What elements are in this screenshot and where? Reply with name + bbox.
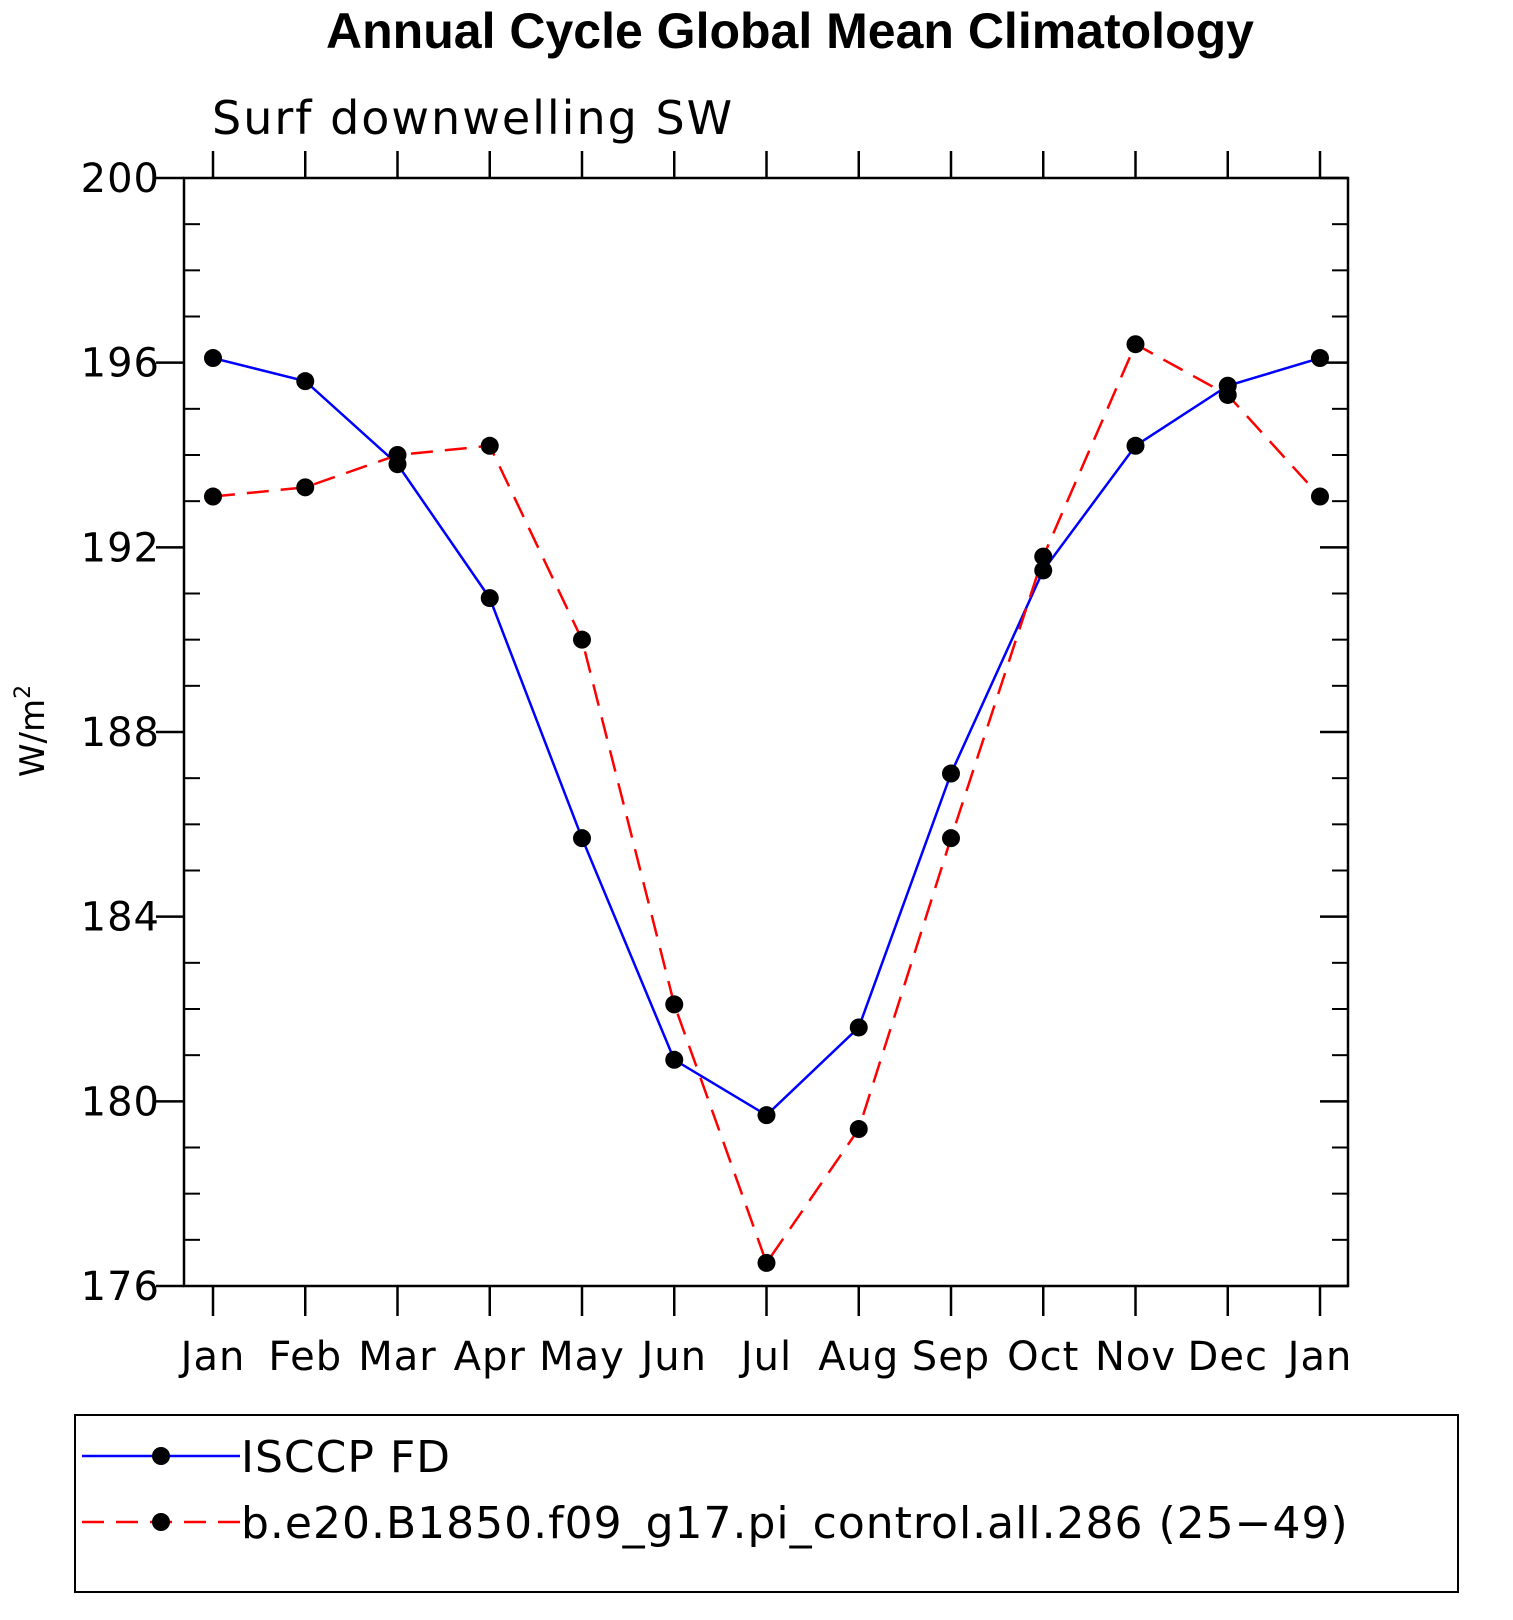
axes: Jan Feb Mar Apr May Jun Jul Aug Sep Oct Nov Dec Jan 1… <box>81 151 1353 1380</box>
data-point-series-1 <box>942 764 960 783</box>
data-point-series-2 <box>573 630 591 649</box>
data-point-series-2 <box>480 436 499 455</box>
x-tick-label: Aug <box>818 1334 899 1380</box>
x-tick-label: Dec <box>1188 1334 1268 1380</box>
data-point-series-2 <box>204 487 222 506</box>
y-tick-label: 188 <box>81 710 160 756</box>
data-point-series-1 <box>1034 561 1053 580</box>
data-point-series-1 <box>665 1050 684 1069</box>
data-point-series-2 <box>942 829 960 848</box>
legend-label-1: ISCCP FD <box>241 1432 451 1483</box>
data-point-series-1 <box>296 372 315 391</box>
y-axis-label-superscript: 2 <box>11 685 36 699</box>
series-line-2 <box>212 342 1321 1266</box>
data-point-series-2 <box>296 478 315 497</box>
legend-box <box>74 1414 1459 1593</box>
y-tick-label: 200 <box>81 156 160 202</box>
data-point-series-1 <box>1311 349 1329 368</box>
data-point-series-2 <box>1311 487 1329 506</box>
data-point-series-2 <box>757 1253 776 1272</box>
x-tick-label: Jun <box>639 1334 708 1380</box>
data-point-series-1 <box>849 1018 868 1037</box>
x-tick-label: Feb <box>268 1334 342 1380</box>
data-point-series-2 <box>1126 335 1145 354</box>
x-tick-label: Sep <box>912 1334 990 1380</box>
data-point-series-2 <box>1218 385 1237 404</box>
chart-subtitle: Surf downwelling SW <box>212 91 734 145</box>
series-line-1 <box>212 356 1321 1117</box>
x-tick-label: Jul <box>738 1334 792 1380</box>
legend-label-2: b.e20.B1850.f09_g17.pi_control.all.286 (… <box>241 1498 1349 1549</box>
data-point-series-1 <box>757 1106 776 1125</box>
y-axis-label: W/m2 <box>11 685 53 777</box>
data-point-series-1 <box>1126 436 1145 455</box>
y-tick-label: 196 <box>81 341 160 387</box>
x-tick-label: Apr <box>454 1334 526 1380</box>
data-point-series-1 <box>573 829 591 848</box>
legend-marker-2 <box>152 1513 170 1531</box>
data-point-series-2 <box>388 446 407 464</box>
x-tick-label: Jan <box>1285 1334 1353 1380</box>
x-tick-label: May <box>539 1334 625 1380</box>
y-tick-label: 180 <box>81 1079 160 1125</box>
data-point-series-1 <box>204 349 222 368</box>
data-point-series-2 <box>849 1120 868 1139</box>
y-tick-label: 192 <box>81 525 160 571</box>
y-axis-label-main: W/m <box>13 699 53 777</box>
x-tick-label: Mar <box>358 1334 436 1380</box>
x-tick-label: Jan <box>178 1334 246 1380</box>
data-point-series-2 <box>1034 547 1053 566</box>
data-point-series-2 <box>665 995 684 1014</box>
y-tick-label: 184 <box>81 895 160 941</box>
legend: ISCCP FD b.e20.B1850.f09_g17.pi_control.a… <box>82 1432 1349 1549</box>
data-point-series-1 <box>480 589 499 608</box>
legend-marker-1 <box>152 1447 170 1465</box>
plot-area <box>204 335 1329 1272</box>
x-tick-label: Oct <box>1007 1334 1079 1380</box>
x-tick-label: Nov <box>1095 1334 1176 1380</box>
y-tick-label: 176 <box>81 1264 160 1310</box>
chart-title: Annual Cycle Global Mean Climatology <box>326 3 1254 59</box>
